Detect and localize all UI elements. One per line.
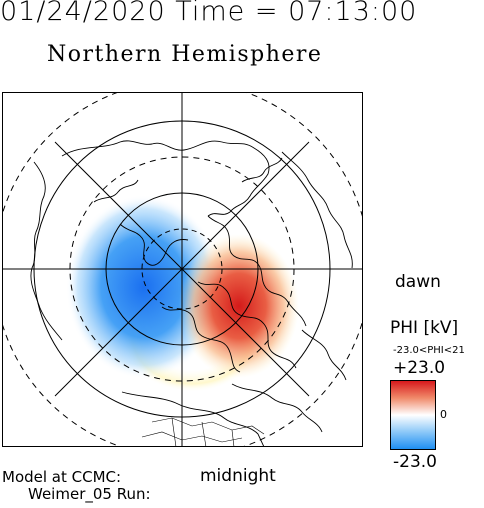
colorbar-mid: 0: [440, 408, 447, 421]
dawn-label: dawn: [395, 272, 441, 292]
colorbar-max: +23.0: [393, 358, 446, 378]
coastlines: [30, 140, 353, 447]
datetime-title: 01/24/2020 Time = 07:13:00: [0, 0, 418, 27]
positive-potential-cell: [179, 234, 299, 378]
polar-map-svg: [2, 92, 363, 447]
midnight-label: midnight: [200, 466, 276, 486]
hemisphere-title: Northern Hemisphere: [47, 42, 323, 67]
colorbar-title: PHI [kV]: [390, 318, 459, 338]
colorbar-min: -23.0: [393, 452, 437, 472]
negative-potential-cell: [66, 195, 222, 379]
run-label: Weimer_05 Run:: [28, 485, 151, 503]
model-label: Model at CCMC:: [2, 468, 122, 486]
colorbar-range: -23.0<PHI<21: [393, 345, 465, 356]
border-lines: [141, 417, 265, 447]
colorbar: [390, 380, 436, 450]
polar-map: [2, 92, 363, 447]
map-border: [2, 92, 363, 447]
meridian-diagonal-b: [54, 141, 310, 397]
